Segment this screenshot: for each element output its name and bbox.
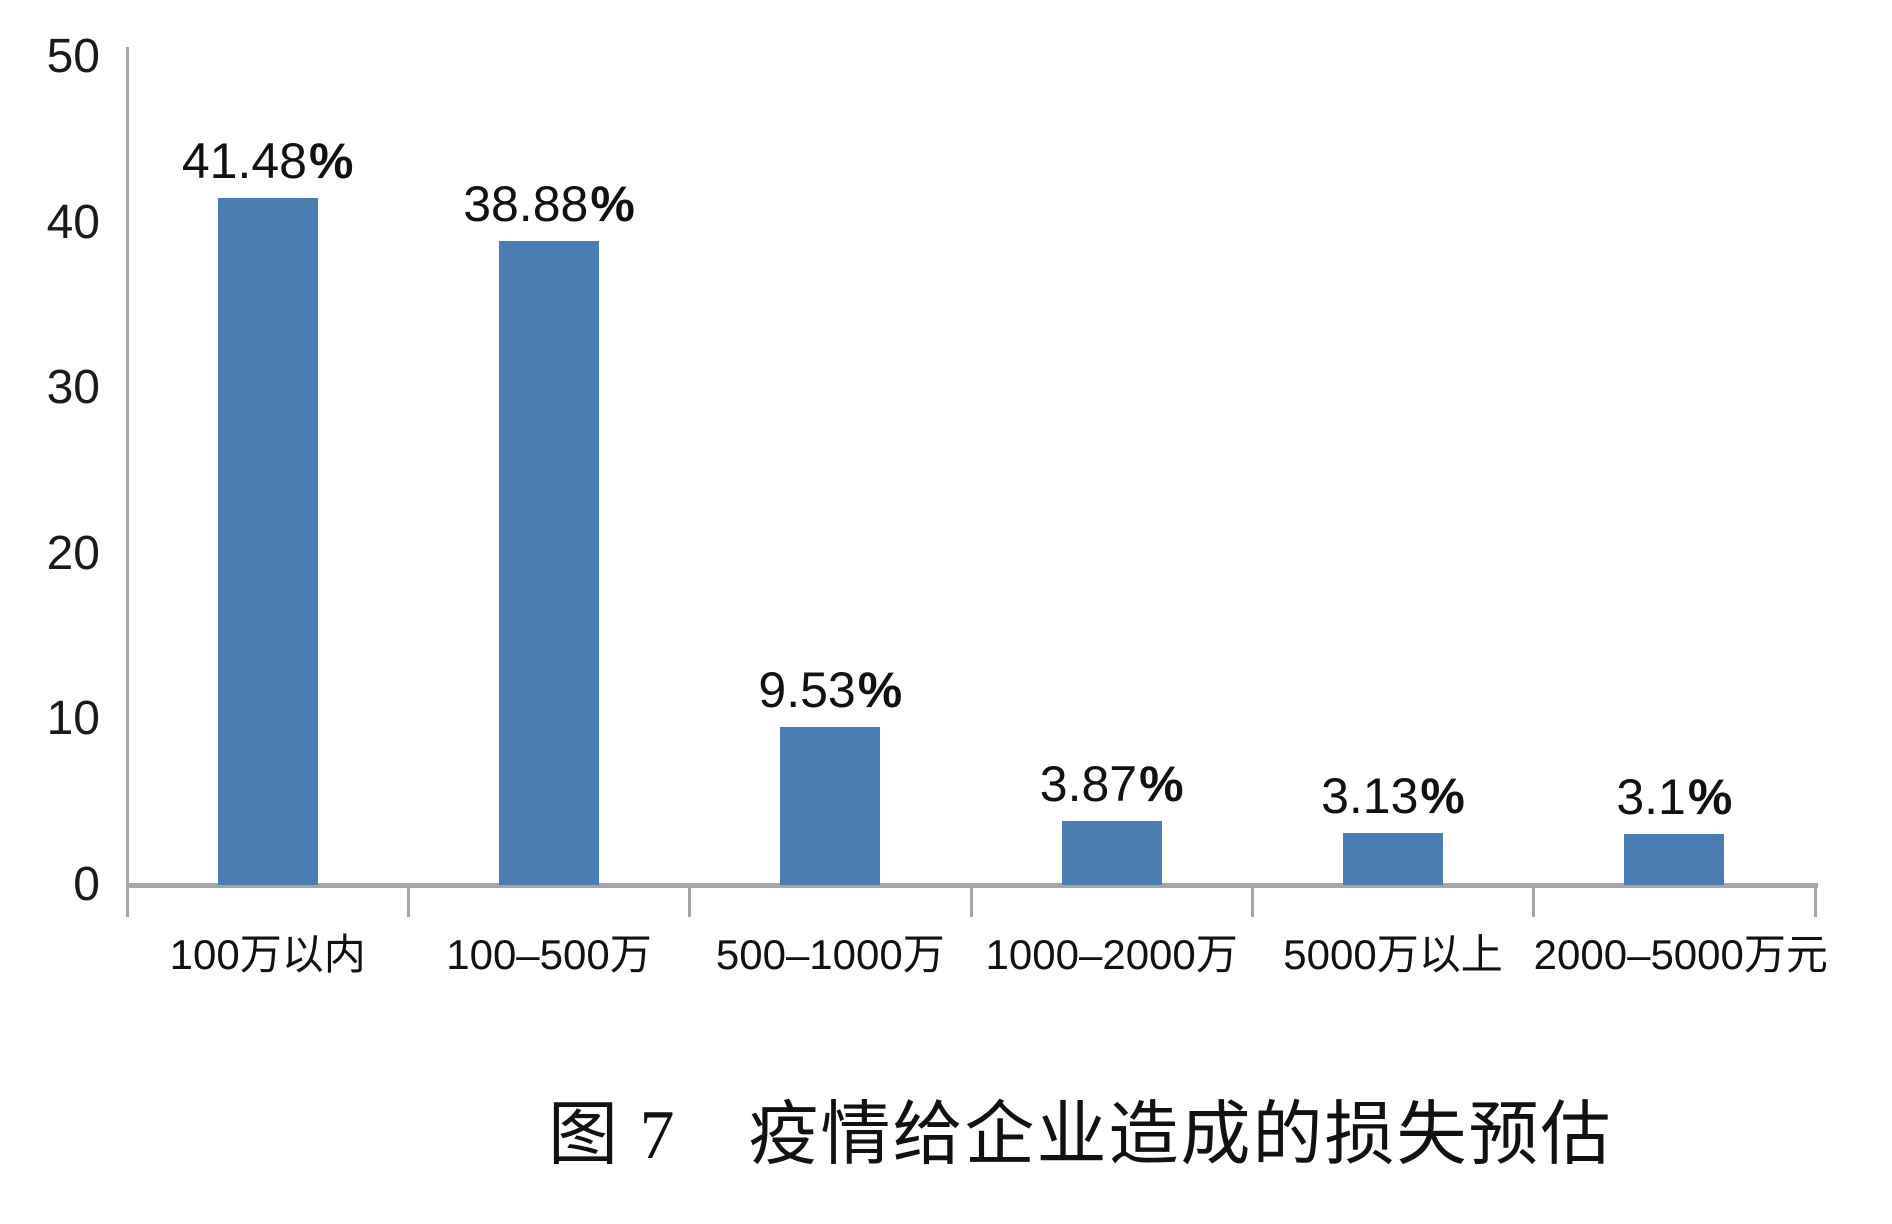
x-axis-tick-mark [125,885,129,917]
percent-sign: % [1687,768,1733,825]
bar-value-label: 41.48% [127,132,408,190]
bar-value-number: 41.48 [181,133,307,190]
percent-sign: % [1420,768,1465,825]
x-axis-category-label: 1000–2000万 [985,931,1238,978]
x-axis-category-label: 5000万以上 [1283,931,1503,978]
bar-value-number: 3.13 [1321,768,1419,825]
bar-value-label: 3.13% [1252,767,1533,825]
percent-sign: % [1139,755,1184,812]
x-axis-tick-mark [1813,885,1817,917]
y-axis-tick-label: 40 [46,195,100,249]
figure-caption: 图 7 疫情给企业造成的损失预估 [548,1097,1613,1174]
percent-sign: % [857,662,903,719]
bar-group: 3.87% 1000–2000万 [971,0,1252,1224]
percent-sign: % [590,176,635,233]
x-axis-tick-mark [1250,885,1254,917]
bar-group: 3.1% 2000–5000万元 [1533,0,1828,1224]
bar-value-number: 3.1 [1616,768,1686,825]
bar [1061,820,1162,885]
bar-group: 9.53% 500–1000万 [690,0,971,1224]
x-axis-tick-mark [406,885,410,917]
y-axis-tick-label: 30 [46,361,100,415]
x-axis-category-label: 500–1000万 [715,931,945,978]
x-axis-tick-mark [969,885,973,917]
y-axis-tick-label: 20 [46,526,100,580]
bar-value-label: 38.88% [408,175,689,233]
y-axis-tick-label: 0 [73,858,100,911]
bar-value-label: 3.87% [971,755,1252,813]
bar-value-label: 3.1% [1534,768,1815,826]
y-axis-tick-label: 50 [46,30,100,83]
bar [1624,833,1725,885]
bar [498,241,599,885]
bar [780,727,881,885]
bar-group: 41.48% 100万以内 [127,0,408,1224]
x-axis-tick-mark [688,885,692,917]
x-axis-tick-mark [1532,885,1536,917]
percent-sign: % [308,133,354,190]
bar-value-number: 3.87 [1039,755,1138,812]
bar-value-label: 9.53% [690,661,971,719]
bar-group: 38.88% 100–500万 [408,0,689,1224]
bar-value-number: 9.53 [758,662,856,719]
x-axis-category-label: 100万以内 [169,931,366,978]
x-axis-category-label: 2000–5000万元 [1533,931,1828,978]
bar [217,198,318,885]
bar-value-number: 38.88 [463,176,589,233]
bar [1342,833,1443,885]
x-axis-category-label: 100–500万 [446,931,652,978]
y-axis-tick-label: 10 [46,692,100,746]
bar-group: 3.13% 5000万以上 [1252,0,1533,1224]
y-axis-line [126,47,129,888]
